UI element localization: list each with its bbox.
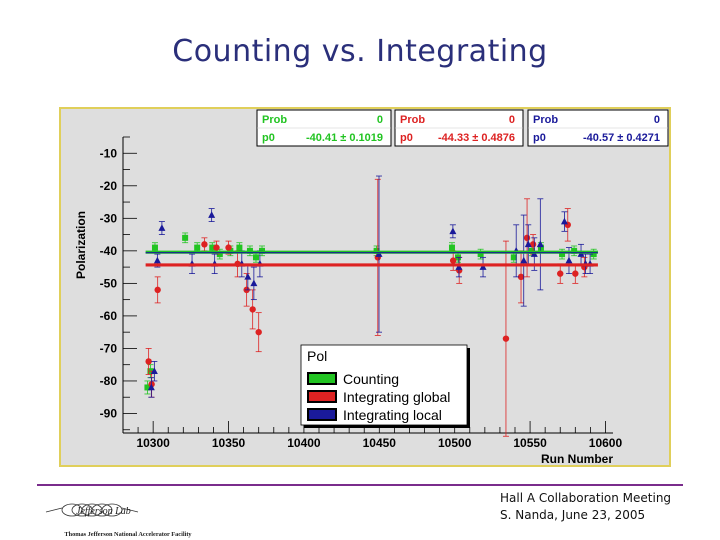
data-point — [144, 384, 151, 391]
data-point — [158, 224, 166, 231]
data-point — [151, 244, 158, 251]
logo-script: Jefferson Lab — [76, 506, 131, 517]
data-point — [455, 263, 463, 270]
y-tick-label: -70 — [100, 341, 118, 355]
y-tick-label: -30 — [100, 211, 118, 225]
data-point — [560, 217, 568, 225]
legend-swatch-fill — [309, 374, 335, 383]
x-axis-label: Run Number — [541, 452, 613, 465]
data-point — [510, 254, 517, 261]
data-point — [517, 273, 525, 281]
data-point — [502, 335, 510, 342]
stat-box: Prob 0 p0 -40.57 ± 0.4271 — [527, 109, 669, 147]
data-point — [209, 244, 216, 251]
legend: Pol Counting Integrating global Integrating… — [300, 344, 470, 428]
data-point — [477, 251, 484, 258]
data-point — [479, 263, 487, 270]
y-tick-label: -80 — [100, 374, 118, 388]
stat-box: Prob 0 p0 -40.41 ± 0.1019 — [256, 109, 392, 147]
stat-prob-value: 0 — [509, 114, 515, 126]
data-point — [524, 240, 532, 248]
y-tick-label: -60 — [100, 309, 118, 323]
data-point — [225, 244, 232, 251]
data-point — [182, 234, 189, 241]
y-tick-label: -50 — [100, 276, 118, 290]
data-point — [216, 251, 223, 258]
data-point — [236, 244, 243, 251]
y-tick-label: -90 — [100, 406, 118, 420]
data-point — [536, 240, 544, 248]
data-point — [147, 383, 155, 391]
x-tick-label: 10350 — [212, 436, 246, 450]
footer-line-1: Hall A Collaboration Meeting — [500, 491, 672, 505]
data-point — [150, 367, 158, 374]
legend-entry: Integrating local — [343, 407, 442, 423]
x-tick-label: 10300 — [136, 436, 170, 450]
stat-prob-label: Prob — [400, 114, 425, 126]
data-point — [590, 251, 597, 258]
data-point — [572, 270, 579, 277]
stat-prob-value: 0 — [377, 114, 383, 126]
y-axis-label: Polarization — [74, 211, 88, 279]
slide-title: Counting vs. Integrating — [172, 34, 548, 69]
stat-p0-label: p0 — [533, 132, 546, 144]
stat-p0-label: p0 — [262, 132, 275, 144]
data-point — [523, 234, 531, 242]
legend-entry: Counting — [343, 371, 399, 387]
legend-title: Pol — [307, 348, 327, 364]
legend-swatch-fill — [309, 392, 335, 401]
stat-p0-value: -40.57 ± 0.4271 — [583, 132, 660, 144]
data-point — [559, 251, 566, 258]
y-tick-label: -20 — [100, 179, 118, 193]
stat-p0-value: -40.41 ± 0.1019 — [306, 132, 383, 144]
chart: -10 -20 -30 -40 -50 -60 -70 -80 -90 10300 10350 104… — [74, 109, 669, 465]
stat-prob-label: Prob — [533, 114, 558, 126]
data-point — [145, 358, 152, 365]
stat-p0-label: p0 — [400, 132, 413, 144]
data-point — [565, 256, 573, 264]
data-point — [208, 211, 216, 218]
stat-box: Prob 0 p0 -44.33 ± 0.4876 — [394, 109, 524, 147]
data-point — [213, 244, 220, 251]
data-point — [255, 328, 262, 336]
data-point — [448, 244, 455, 251]
stat-p0-value: -44.33 ± 0.4876 — [438, 132, 515, 144]
x-tick-label: 10550 — [513, 436, 547, 450]
footer-text: Hall A Collaboration Meeting S. Nanda, J… — [500, 490, 671, 524]
x-tick-label: 10450 — [363, 436, 397, 450]
data-point — [449, 257, 457, 264]
data-point — [194, 244, 201, 251]
data-point — [252, 254, 259, 261]
legend-entry: Integrating global — [343, 389, 450, 405]
x-tick-label: 10400 — [287, 436, 321, 450]
data-point — [557, 270, 564, 277]
data-point — [250, 279, 258, 287]
y-tick-label: -40 — [100, 244, 118, 258]
stat-prob-value: 0 — [654, 114, 660, 126]
data-point — [529, 241, 537, 248]
atom-logo-icon: Jefferson Lab — [45, 503, 139, 517]
footer-line-2: S. Nanda, June 23, 2005 — [500, 508, 646, 522]
logo-caption: Thomas Jefferson National Accelerator Fa… — [64, 531, 192, 538]
y-tick-label: -10 — [100, 146, 118, 160]
data-point — [449, 227, 457, 235]
x-tick-label: 10500 — [438, 436, 472, 450]
data-point — [520, 256, 528, 264]
stat-prob-label: Prob — [262, 114, 287, 126]
legend-swatch-fill — [309, 410, 335, 419]
jefferson-lab-logo: Jefferson Lab Thomas Jefferson National … — [38, 494, 218, 540]
data-point — [154, 286, 161, 294]
footer-divider — [37, 484, 683, 486]
data-point — [201, 241, 208, 248]
data-point — [249, 306, 256, 313]
plot-frame: -10 -20 -30 -40 -50 -60 -70 -80 -90 10300 10350 104… — [59, 107, 671, 467]
x-tick-label: 10600 — [589, 436, 623, 450]
data-point — [244, 273, 252, 280]
data-point — [537, 244, 544, 251]
data-point — [153, 256, 161, 264]
